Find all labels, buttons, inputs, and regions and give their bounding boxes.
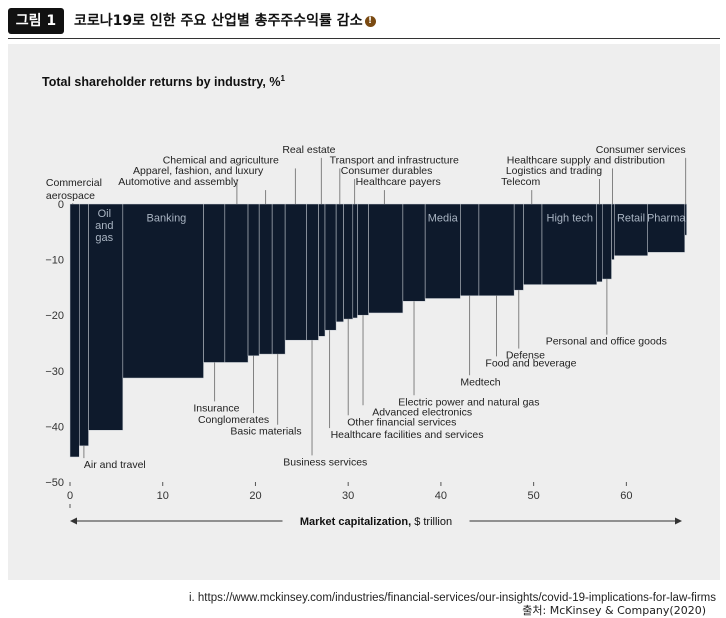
figure-title: 코로나19로 인한 주요 산업별 총주주수익률 감소! xyxy=(74,8,376,34)
top-label: Automotive and assembly xyxy=(118,176,239,188)
inside-label: Oil xyxy=(98,208,111,220)
x-tick-label: 50 xyxy=(528,490,540,502)
bar-personal-and-office-goods xyxy=(602,203,612,280)
bar-insurance xyxy=(203,203,226,363)
top-label: Apparel, fashion, and luxury xyxy=(133,165,264,177)
top-label: Transport and infrastructure xyxy=(330,154,459,166)
bar-pharma xyxy=(647,203,686,253)
chart-panel: Total shareholder returns by industry, %… xyxy=(8,44,720,617)
bar-oil-and-gas xyxy=(88,203,124,431)
top-label: Commercial xyxy=(46,177,102,189)
bar-automotive-and-assembly xyxy=(258,203,273,355)
bottom-label: Medtech xyxy=(460,376,500,388)
x-axis-label-unit: $ trillion xyxy=(411,516,452,528)
bottom-label: Defense xyxy=(506,350,545,362)
top-label: Real estate xyxy=(282,144,335,156)
inside-label: Pharma xyxy=(647,212,686,224)
bar-commercial-aerospace xyxy=(69,203,80,458)
figure-badge: 그림 1 xyxy=(8,8,64,34)
x-tick-label: 30 xyxy=(342,490,354,502)
bottom-label: Advanced electronics xyxy=(372,406,472,418)
bar-consumer-durables xyxy=(352,203,358,319)
y-tick-label: −20 xyxy=(45,310,64,322)
bottom-label: Electric power and natural gas xyxy=(398,396,539,408)
bar-healthcare-supply-and-distribution xyxy=(611,203,615,260)
inside-label: High tech xyxy=(547,212,593,224)
bottom-label: Business services xyxy=(283,456,367,468)
x-tick-label: 0 xyxy=(67,490,73,502)
inside-label: gas xyxy=(95,232,113,244)
top-label: Consumer services xyxy=(596,144,686,156)
bar-advanced-electronics xyxy=(357,203,369,316)
warning-icon: ! xyxy=(364,16,376,27)
bottom-label: Healthcare facilities and services xyxy=(331,429,484,441)
y-tick-label: 0 xyxy=(58,199,64,211)
top-label-line2: aerospace xyxy=(46,190,95,202)
x-tick-label: 40 xyxy=(435,490,447,502)
bottom-label: Basic materials xyxy=(230,426,301,438)
bar-electric-power-and-natural-gas xyxy=(402,203,426,302)
inside-label: Banking xyxy=(147,212,187,224)
bar-telecom xyxy=(523,203,543,285)
x-tick-label: 20 xyxy=(249,490,261,502)
bar-business-services xyxy=(306,203,319,341)
bar-retail xyxy=(614,203,648,256)
x-arrow-right-head xyxy=(675,517,682,525)
top-label: Healthcare payers xyxy=(356,176,441,188)
bar-defense xyxy=(513,203,524,291)
tsr-chart: Total shareholder returns by industry, %… xyxy=(42,74,687,528)
figure-header: 그림 1 코로나19로 인한 주요 산업별 총주주수익률 감소! xyxy=(8,8,720,39)
source-note: 출처: McKinsey & Company(2020) xyxy=(522,604,706,617)
x-axis-label-bold: Market capitalization, xyxy=(300,516,411,528)
top-label: Healthcare supply and distribution xyxy=(507,154,665,166)
bar-media xyxy=(424,203,461,299)
bar-air-and-travel xyxy=(79,203,89,447)
bar-banking xyxy=(122,203,204,379)
y-tick-label: −30 xyxy=(45,366,64,378)
bottom-label: Air and travel xyxy=(84,459,146,471)
bar-high-tech xyxy=(541,203,597,285)
bar-apparel-fashion-and-luxury xyxy=(224,203,249,363)
bottom-label: Other financial services xyxy=(347,416,456,428)
bottom-label: Conglomerates xyxy=(198,414,269,426)
header-divider xyxy=(8,38,720,39)
bar-food-and-beverage xyxy=(478,203,515,296)
x-arrow-left-head xyxy=(70,517,77,525)
figure-title-text: 코로나19로 인한 주요 산업별 총주주수익률 감소 xyxy=(74,13,363,29)
y-tick-label: −10 xyxy=(45,255,64,267)
inside-label: Media xyxy=(428,212,459,224)
bar-basic-materials xyxy=(271,203,286,355)
x-tick-label: 10 xyxy=(157,490,169,502)
bar-real-estate xyxy=(318,203,326,337)
bar-transport-and-infrastructure xyxy=(335,203,344,323)
top-label: Logistics and trading xyxy=(506,165,602,177)
inside-label: Retail xyxy=(617,212,645,224)
chart-title: Total shareholder returns by industry, %… xyxy=(42,74,285,89)
inside-label: and xyxy=(95,220,113,232)
bar-chemical-and-agriculture xyxy=(284,203,307,341)
bottom-label: Personal and office goods xyxy=(546,336,667,348)
bar-healthcare-facilities-and-services xyxy=(324,203,337,331)
bar-logistics-and-trading xyxy=(596,203,603,283)
y-tick-label: −40 xyxy=(45,421,64,433)
top-label: Chemical and agriculture xyxy=(163,154,279,166)
top-label: Telecom xyxy=(501,176,540,188)
x-tick-label: 60 xyxy=(620,490,632,502)
chart-title-superscript: 1 xyxy=(280,74,285,83)
bar-medtech xyxy=(460,203,480,296)
bar-other-financial-services xyxy=(343,203,354,320)
footnote-url[interactable]: i. https://www.mckinsey.com/industries/f… xyxy=(188,592,716,604)
bar-healthcare-payers xyxy=(368,203,404,314)
bottom-label: Insurance xyxy=(193,402,239,414)
x-axis-label: Market capitalization, $ trillion xyxy=(300,516,452,528)
top-label: Consumer durables xyxy=(341,165,433,177)
y-tick-label: −50 xyxy=(45,477,64,489)
bottom-label: Food and beverage xyxy=(485,357,576,369)
bar-conglomerates xyxy=(247,203,260,357)
